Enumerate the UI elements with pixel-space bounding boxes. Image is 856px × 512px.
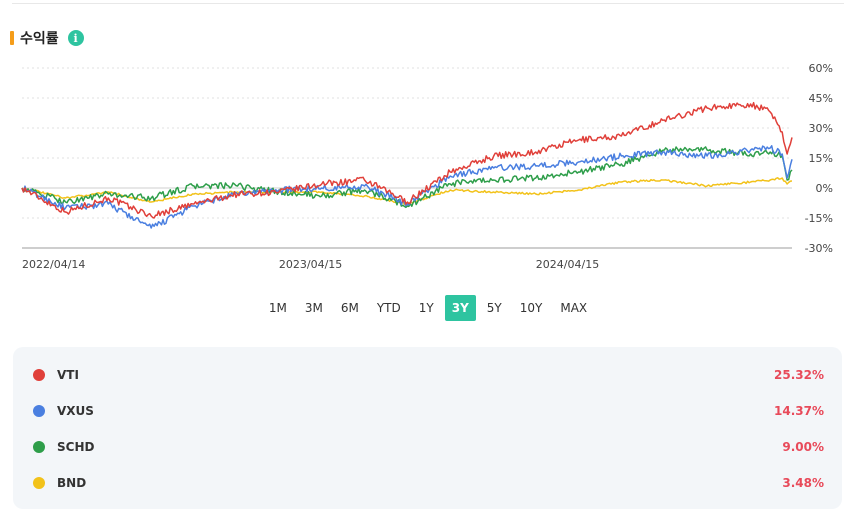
y-tick-label: -15% (805, 212, 833, 225)
y-tick-label: 30% (809, 122, 833, 135)
series-line-schd (21, 146, 793, 209)
legend-return-value: 14.37% (774, 404, 824, 418)
range-button-1m[interactable]: 1M (262, 295, 294, 321)
top-divider (12, 3, 844, 4)
section-header: 수익률 i (10, 28, 84, 48)
range-button-6m[interactable]: 6M (334, 295, 366, 321)
legend-name: BND (57, 476, 87, 490)
y-tick-label: 0% (816, 182, 833, 195)
y-axis: 60% 45% 30% 15% 0% -15% -30% (805, 62, 833, 255)
time-range-selector: 1M 3M 6M YTD 1Y 3Y 5Y 10Y MAX (0, 294, 856, 322)
y-tick-label: -30% (805, 242, 833, 255)
returns-chart: 60% 45% 30% 15% 0% -15% -30% 2022/04/14 2023/04… (21, 62, 833, 271)
legend-row-schd[interactable]: SCHD 9.00% (13, 429, 842, 465)
series-line-bnd (21, 177, 793, 206)
legend-panel: VTI 25.32% VXUS 14.37% SCHD 9.00% BND 3.48% (13, 347, 842, 509)
range-button-10y[interactable]: 10Y (513, 295, 550, 321)
legend-row-vxus[interactable]: VXUS 14.37% (13, 393, 842, 429)
chart-grid (22, 67, 792, 249)
legend-return-value: 9.00% (782, 440, 824, 454)
legend-return-value: 3.48% (782, 476, 824, 490)
x-tick-label: 2023/04/15 (279, 258, 342, 271)
range-button-3y[interactable]: 3Y (444, 295, 476, 321)
x-tick-label: 2024/04/15 (536, 258, 599, 271)
range-button-ytd[interactable]: YTD (370, 295, 408, 321)
y-tick-label: 60% (809, 62, 833, 75)
y-tick-label: 45% (809, 92, 833, 105)
legend-dot-icon (33, 477, 45, 489)
legend-dot-icon (33, 441, 45, 453)
legend-dot-icon (33, 369, 45, 381)
legend-return-value: 25.32% (774, 368, 824, 382)
section-accent-bar (10, 31, 14, 45)
series-line-vxus (21, 145, 793, 229)
section-title: 수익률 (20, 31, 59, 47)
chart-series (21, 101, 793, 229)
legend-name: VTI (57, 368, 79, 382)
series-line-vti (21, 101, 793, 219)
legend-name: SCHD (57, 440, 95, 454)
legend-name: VXUS (57, 404, 94, 418)
y-tick-label: 15% (809, 152, 833, 165)
range-button-5y[interactable]: 5Y (480, 295, 509, 321)
legend-row-vti[interactable]: VTI 25.32% (13, 357, 842, 393)
legend-row-bnd[interactable]: BND 3.48% (13, 465, 842, 501)
info-icon[interactable]: i (67, 30, 84, 46)
range-button-max[interactable]: MAX (553, 295, 594, 321)
x-tick-label: 2022/04/14 (22, 258, 85, 271)
x-axis: 2022/04/14 2023/04/15 2024/04/15 (22, 258, 599, 271)
range-button-3m[interactable]: 3M (298, 295, 330, 321)
range-button-1y[interactable]: 1Y (412, 295, 441, 321)
legend-dot-icon (33, 405, 45, 417)
